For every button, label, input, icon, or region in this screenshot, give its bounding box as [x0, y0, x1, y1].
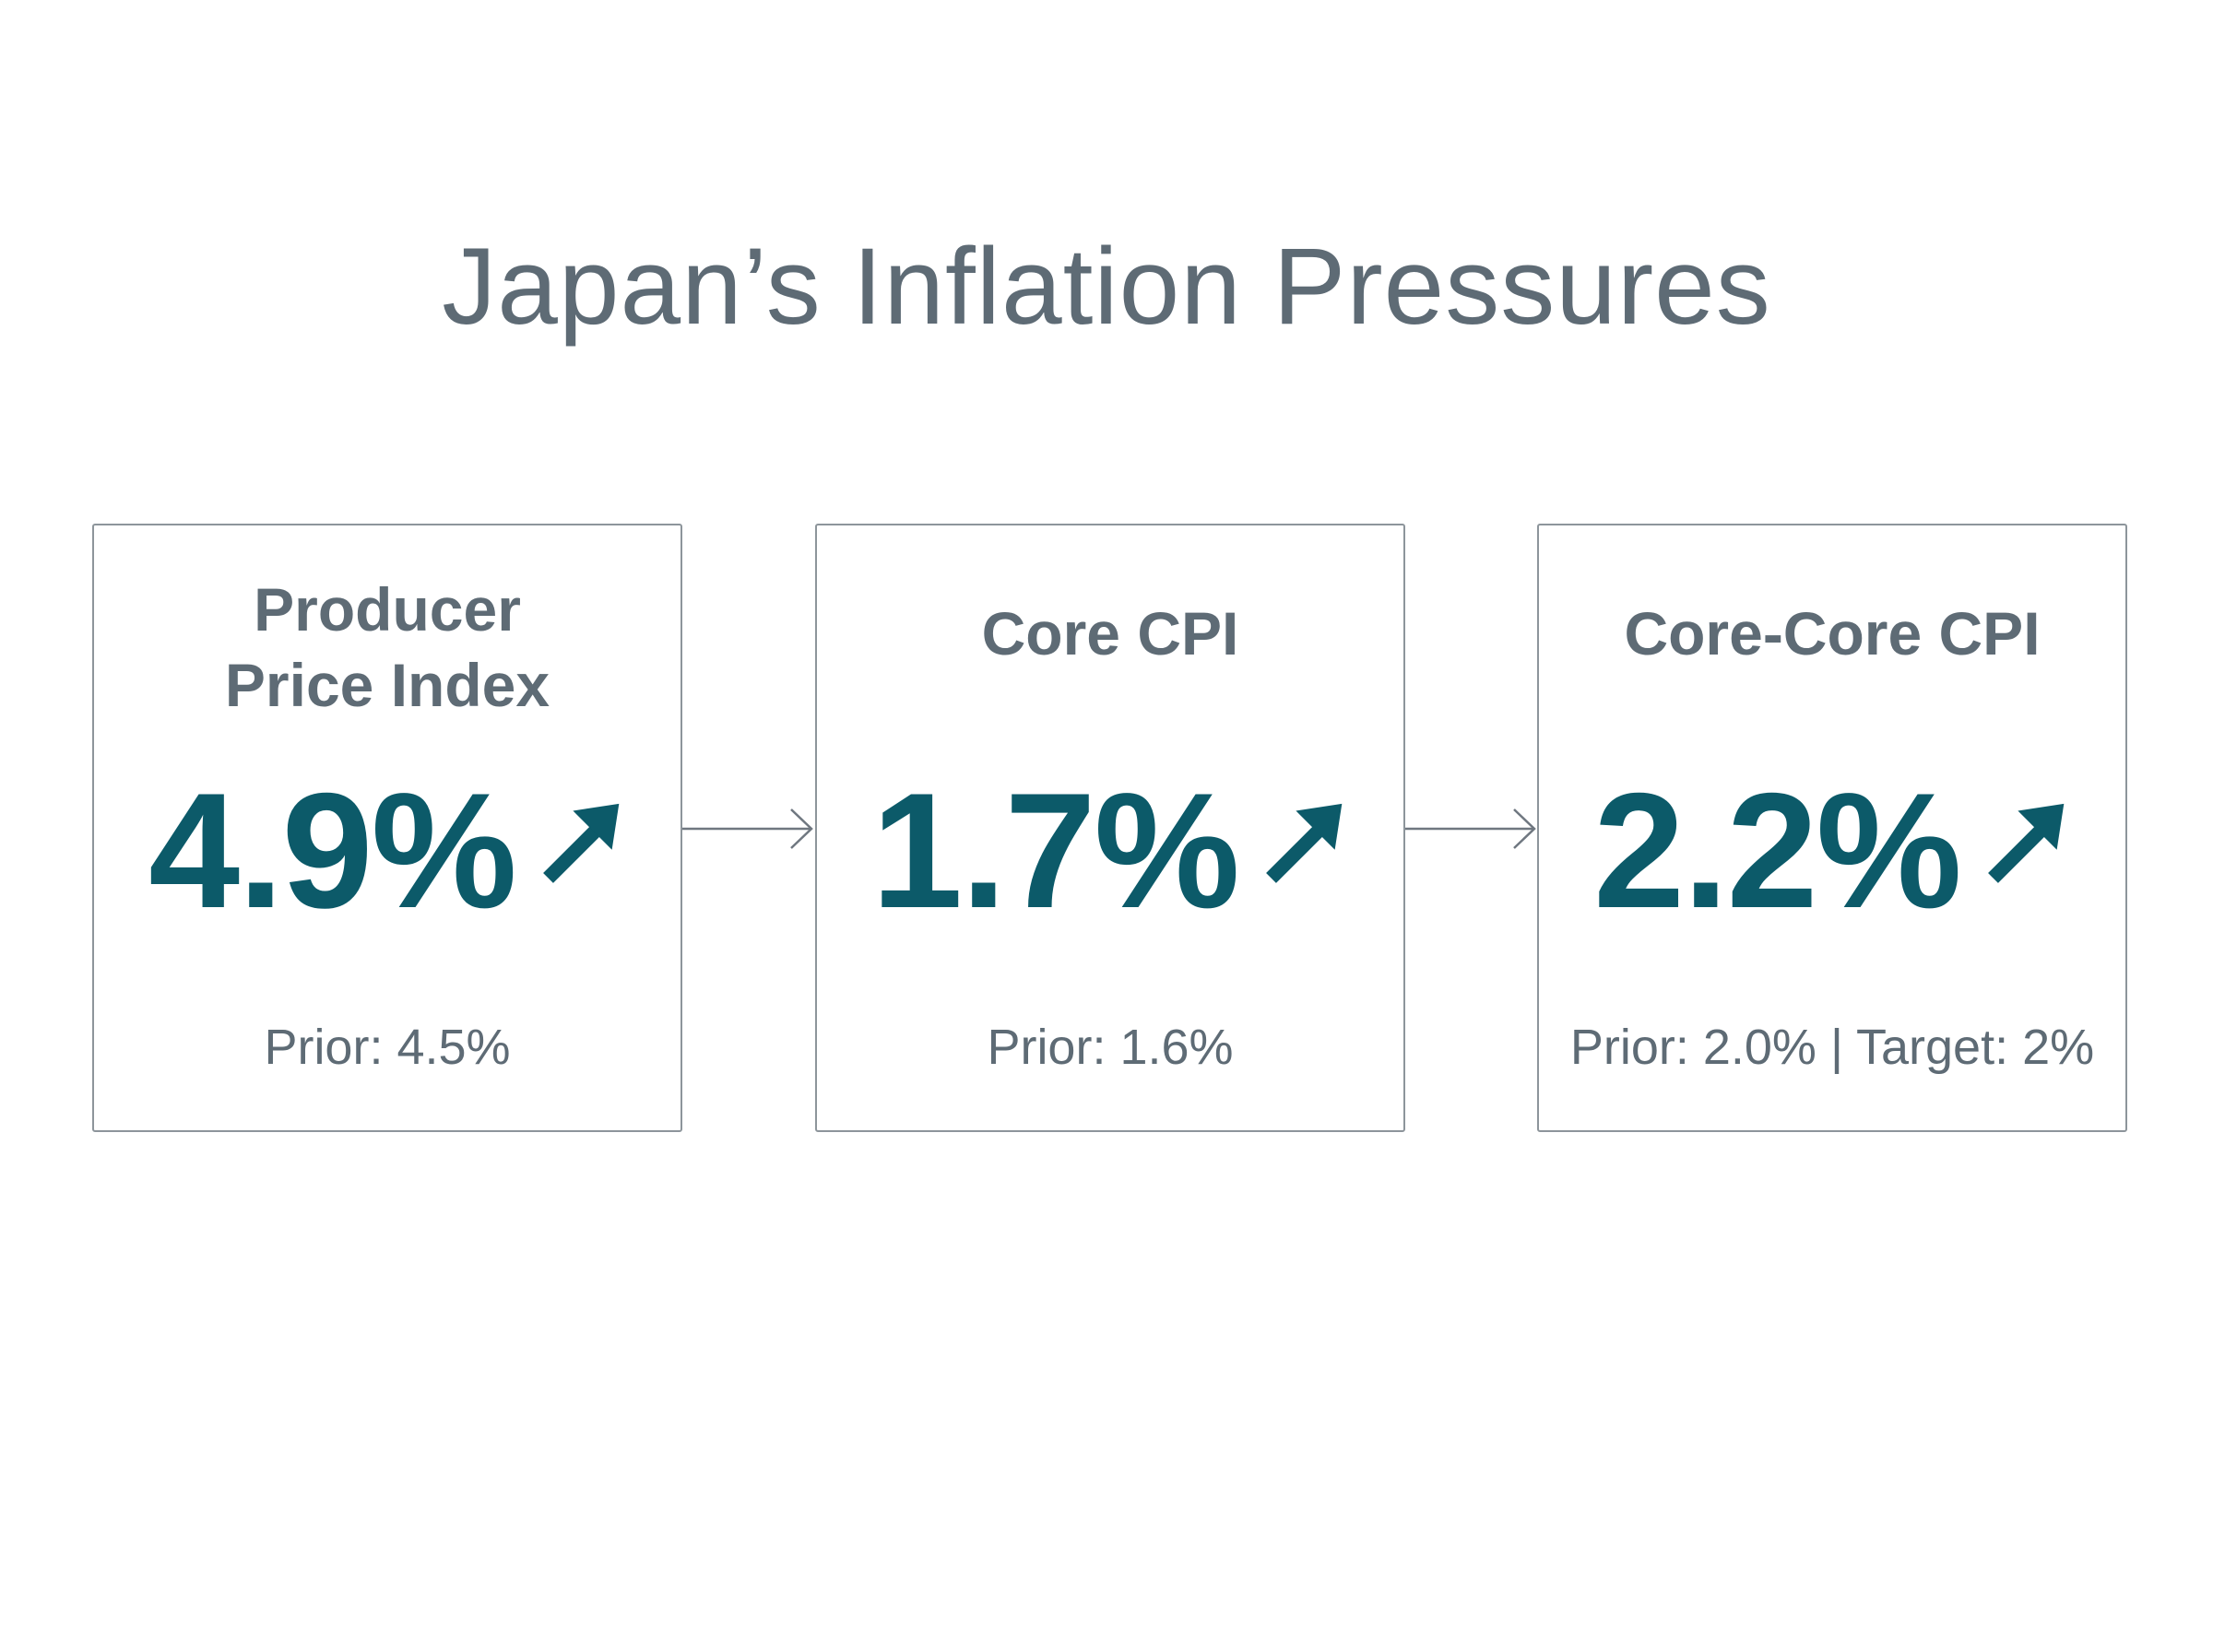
- value-row: 4.9%: [94, 759, 680, 942]
- metric-value: 2.2%: [1593, 759, 1962, 942]
- arrow-right-icon: [1405, 808, 1536, 849]
- producer-price-index-card: Producer Price Index 4.9% Prior: 4.5%: [92, 524, 682, 1132]
- core-core-cpi-card: Core-Core CPI 2.2% Prior: 2.0% | Target:…: [1537, 524, 2127, 1132]
- prior-value: Prior: 1.6%: [987, 1020, 1234, 1075]
- prior-value: Prior: 4.5%: [264, 1020, 511, 1075]
- page-title: Japan’s Inflation Pressures: [442, 226, 1771, 348]
- arrow-up-right-icon: [1987, 803, 2065, 883]
- card-title: Core-Core CPI: [1624, 599, 2041, 667]
- arrow-up-right-icon: [542, 803, 620, 883]
- prior-value: Prior: 2.0% | Target: 2%: [1569, 1020, 2095, 1075]
- arrow-right-icon: [682, 808, 813, 849]
- card-title: Producer Price Index: [224, 575, 550, 719]
- metric-value: 1.7%: [871, 759, 1240, 942]
- card-title: Core CPI: [981, 599, 1239, 667]
- value-row: 1.7%: [817, 759, 1403, 942]
- core-cpi-card: Core CPI 1.7% Prior: 1.6%: [815, 524, 1405, 1132]
- metric-value: 4.9%: [148, 759, 517, 942]
- arrow-up-right-icon: [1265, 803, 1343, 883]
- value-row: 2.2%: [1539, 759, 2125, 942]
